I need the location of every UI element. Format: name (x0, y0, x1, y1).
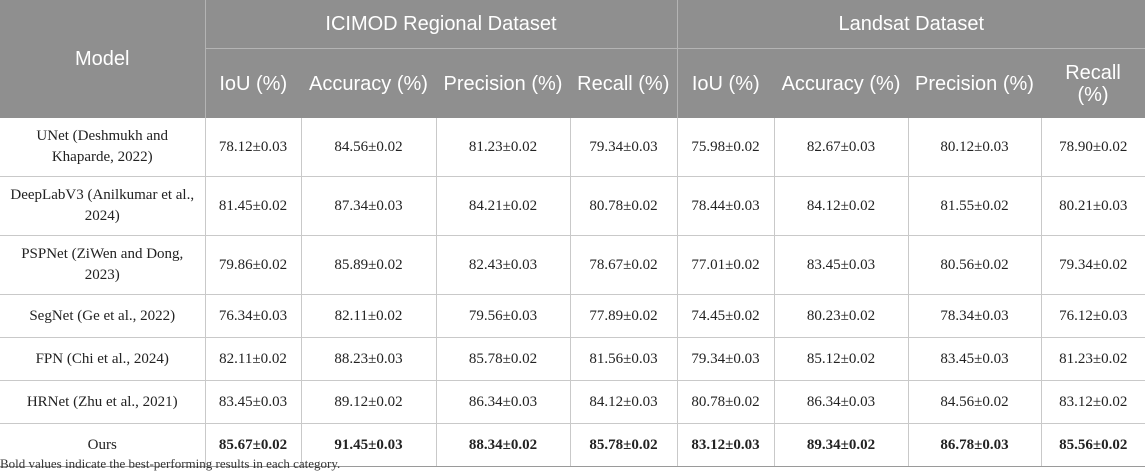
icimod-precision-header: Precision (%) (436, 48, 570, 118)
value-cell: 85.89±0.02 (300, 235, 436, 295)
table-row-ours: Ours 85.67±0.02 91.45±0.03 88.34±0.02 85… (0, 423, 1145, 467)
best-value-cell: 85.78±0.02 (569, 423, 678, 467)
table-row: HRNet (Zhu et al., 2021) 83.45±0.03 89.1… (0, 380, 1145, 424)
model-column-header: Model (0, 0, 205, 118)
value-cell: 84.21±0.02 (435, 176, 570, 236)
value-cell: 77.01±0.02 (676, 235, 775, 295)
best-value-cell: 83.12±0.03 (676, 423, 775, 467)
value-cell: 83.45±0.03 (204, 380, 301, 424)
value-cell: 79.86±0.02 (204, 235, 301, 295)
value-cell: 80.23±0.02 (773, 294, 909, 338)
table-row: UNet (Deshmukh and Khaparde, 2022) 78.12… (0, 118, 1145, 177)
value-cell: 83.45±0.03 (773, 235, 909, 295)
value-cell: 84.56±0.02 (907, 380, 1042, 424)
value-cell: 80.21±0.03 (1040, 176, 1145, 236)
value-cell: 80.78±0.02 (569, 176, 678, 236)
value-cell: 79.56±0.03 (435, 294, 570, 338)
landsat-iou-header: IoU (%) (676, 48, 775, 118)
icimod-accuracy-header: Accuracy (%) (301, 48, 436, 118)
value-cell: 81.45±0.02 (204, 176, 301, 236)
value-cell: 80.78±0.02 (676, 380, 775, 424)
best-value-cell: 88.34±0.02 (435, 423, 570, 467)
icimod-recall-header: Recall (%) (570, 48, 678, 118)
table-row: PSPNet (ZiWen and Dong, 2023) 79.86±0.02… (0, 235, 1145, 295)
icimod-group-header: ICIMOD Regional Dataset (204, 0, 678, 49)
icimod-iou-header: IoU (%) (204, 48, 301, 118)
value-cell: 78.34±0.03 (907, 294, 1042, 338)
value-cell: 81.56±0.03 (569, 337, 678, 381)
table-header: Model ICIMOD Regional Dataset Landsat Da… (0, 0, 1145, 118)
value-cell: 84.56±0.02 (300, 118, 436, 177)
table-row: DeepLabV3 (Anilkumar et al., 2024) 81.45… (0, 176, 1145, 236)
landsat-recall-header: Recall (%) (1041, 48, 1145, 118)
table-row: FPN (Chi et al., 2024) 82.11±0.02 88.23±… (0, 337, 1145, 381)
value-cell: 78.67±0.02 (569, 235, 678, 295)
value-cell: 79.34±0.02 (1040, 235, 1145, 295)
value-cell: 85.78±0.02 (435, 337, 570, 381)
model-name-cell: SegNet (Ge et al., 2022) (0, 294, 205, 338)
value-cell: 86.34±0.03 (773, 380, 909, 424)
value-cell: 76.34±0.03 (204, 294, 301, 338)
value-cell: 87.34±0.03 (300, 176, 436, 236)
value-cell: 82.67±0.03 (773, 118, 909, 177)
value-cell: 75.98±0.02 (676, 118, 775, 177)
best-value-cell: 89.34±0.02 (773, 423, 909, 467)
value-cell: 79.34±0.03 (569, 118, 678, 177)
best-value-cell: 91.45±0.03 (300, 423, 436, 467)
value-cell: 81.55±0.02 (907, 176, 1042, 236)
value-cell: 78.44±0.03 (676, 176, 775, 236)
model-name-cell: HRNet (Zhu et al., 2021) (0, 380, 205, 424)
landsat-group-header: Landsat Dataset (676, 0, 1145, 49)
model-name-cell: Ours (0, 423, 205, 467)
value-cell: 78.90±0.02 (1040, 118, 1145, 177)
best-value-cell: 85.56±0.02 (1040, 423, 1145, 467)
value-cell: 82.11±0.02 (300, 294, 436, 338)
value-cell: 81.23±0.02 (435, 118, 570, 177)
value-cell: 81.23±0.02 (1040, 337, 1145, 381)
value-cell: 80.56±0.02 (907, 235, 1042, 295)
best-value-cell: 86.78±0.03 (907, 423, 1042, 467)
value-cell: 82.11±0.02 (204, 337, 301, 381)
landsat-accuracy-header: Accuracy (%) (774, 48, 909, 118)
value-cell: 83.12±0.02 (1040, 380, 1145, 424)
value-cell: 76.12±0.03 (1040, 294, 1145, 338)
value-cell: 84.12±0.03 (569, 380, 678, 424)
model-name-cell: FPN (Chi et al., 2024) (0, 337, 205, 381)
value-cell: 83.45±0.03 (907, 337, 1042, 381)
value-cell: 80.12±0.03 (907, 118, 1042, 177)
table-footnote: Bold values indicate the best-performing… (0, 456, 341, 471)
value-cell: 78.12±0.03 (204, 118, 301, 177)
value-cell: 85.12±0.02 (773, 337, 909, 381)
model-name-cell: UNet (Deshmukh and Khaparde, 2022) (0, 118, 205, 177)
value-cell: 89.12±0.02 (300, 380, 436, 424)
value-cell: 86.34±0.03 (435, 380, 570, 424)
value-cell: 84.12±0.02 (773, 176, 909, 236)
value-cell: 74.45±0.02 (676, 294, 775, 338)
table-row: SegNet (Ge et al., 2022) 76.34±0.03 82.1… (0, 294, 1145, 338)
model-name-cell: DeepLabV3 (Anilkumar et al., 2024) (0, 176, 205, 236)
value-cell: 79.34±0.03 (676, 337, 775, 381)
value-cell: 82.43±0.03 (435, 235, 570, 295)
value-cell: 77.89±0.02 (569, 294, 678, 338)
model-name-cell: PSPNet (ZiWen and Dong, 2023) (0, 235, 205, 295)
landsat-precision-header: Precision (%) (908, 48, 1042, 118)
best-value-cell: 85.67±0.02 (204, 423, 301, 467)
value-cell: 88.23±0.03 (300, 337, 436, 381)
table-body: UNet (Deshmukh and Khaparde, 2022) 78.12… (0, 118, 1145, 467)
